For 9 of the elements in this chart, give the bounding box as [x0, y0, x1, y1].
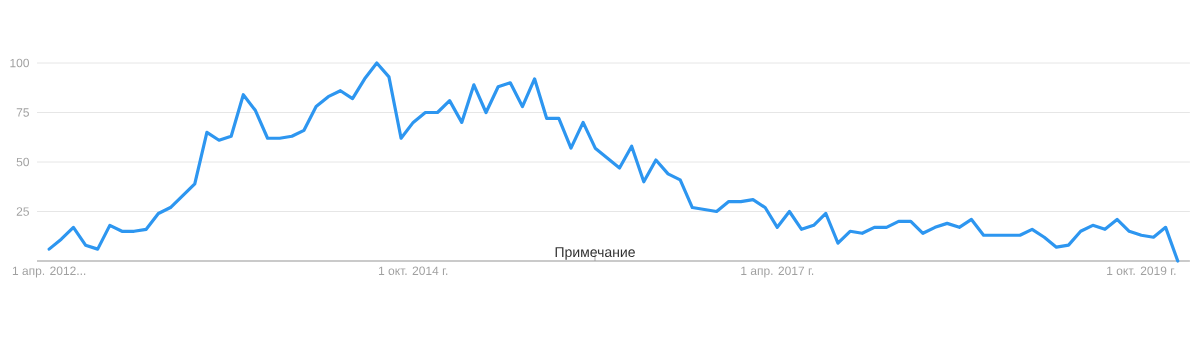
y-tick-label: 100: [10, 58, 30, 68]
x-tick-label: 1 окт. 2019 г.: [1107, 266, 1176, 276]
y-tick-label: 75: [16, 108, 29, 117]
y-tick-label: 25: [16, 207, 29, 216]
y-tick-label: 50: [16, 157, 30, 167]
x-tick-label: 1 окт. 2014 г.: [378, 266, 448, 276]
x-tick-label: 1 апр. 2012...: [12, 266, 86, 278]
x-tick-label: 1 апр. 2017 г.: [741, 266, 814, 278]
annotation: Примечание: [555, 247, 635, 260]
